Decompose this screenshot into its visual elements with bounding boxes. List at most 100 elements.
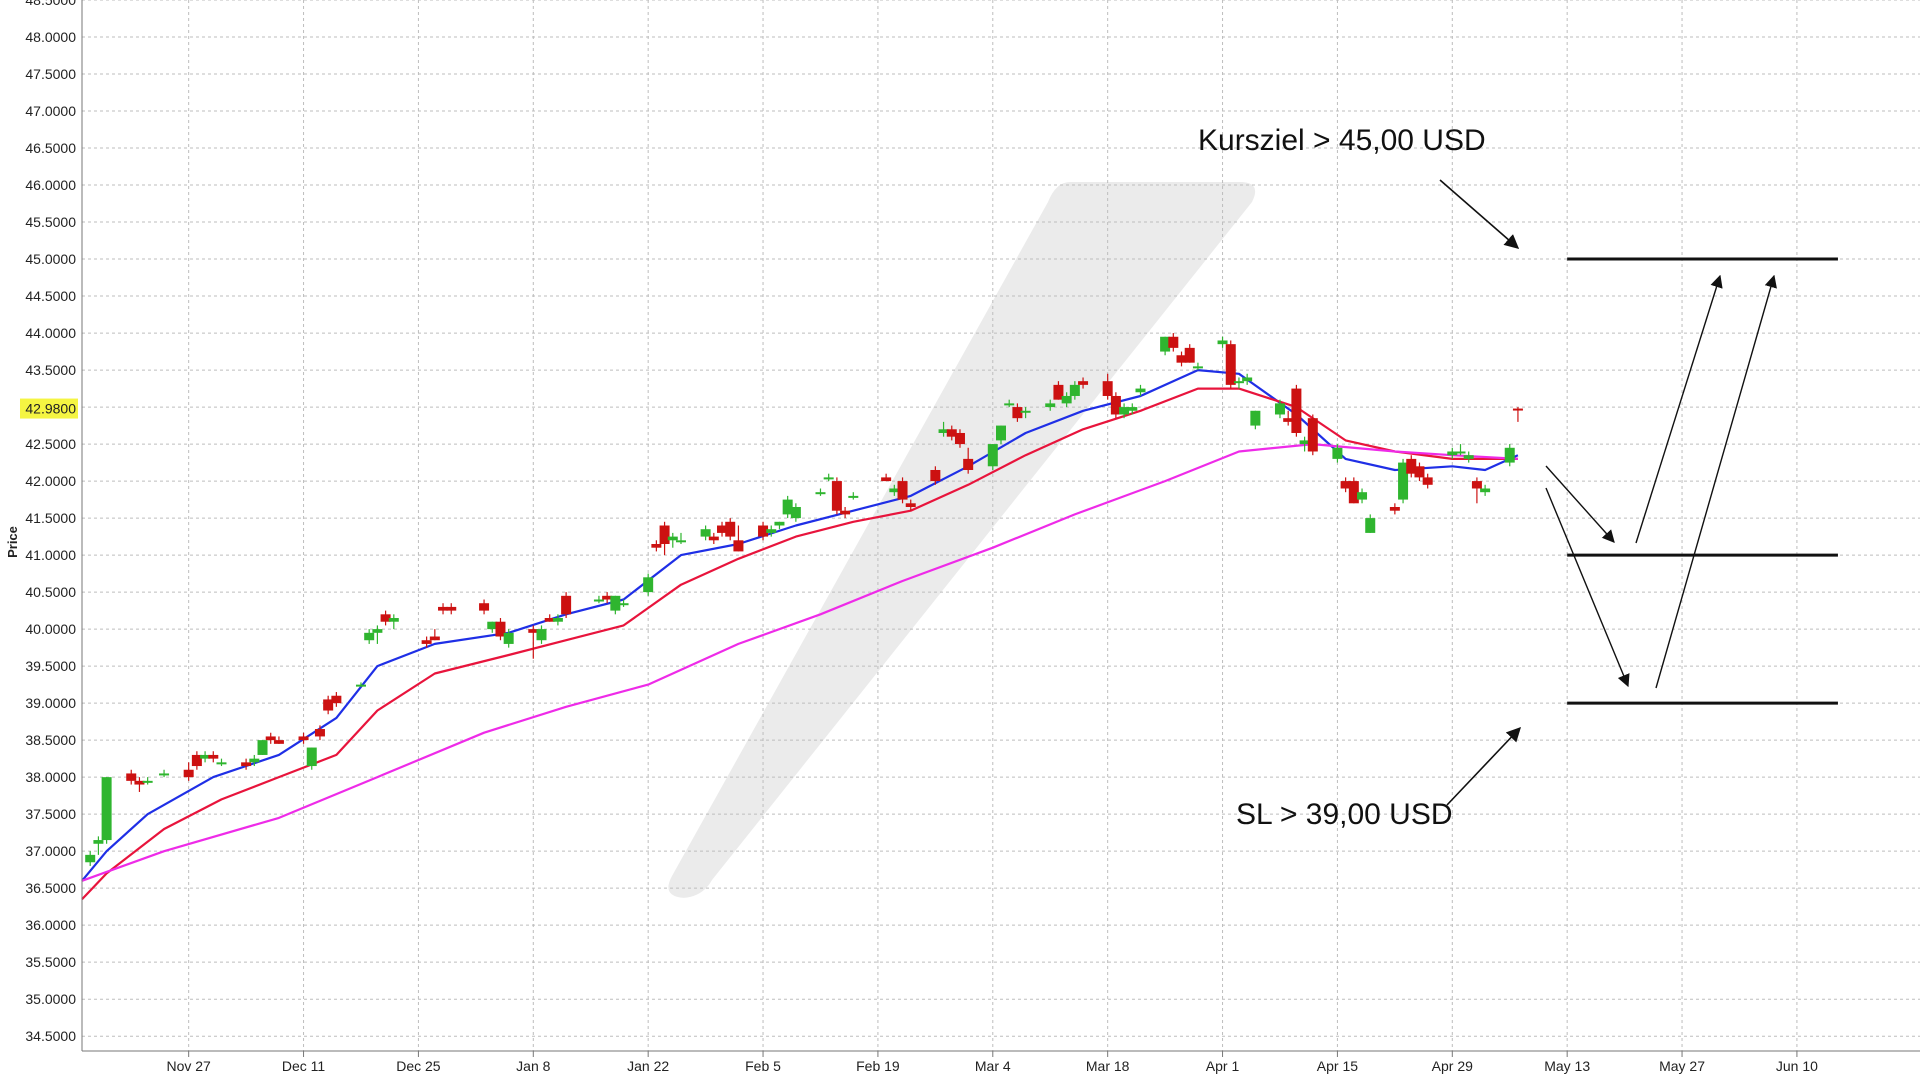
- candle-down: [881, 473, 892, 482]
- candle-body: [298, 736, 309, 741]
- candle-down: [840, 506, 851, 519]
- candle-body: [249, 758, 260, 763]
- candle-body: [1398, 462, 1409, 500]
- candle-down: [380, 610, 391, 626]
- candle-body: [273, 740, 284, 744]
- candle-body: [758, 525, 769, 537]
- candle-body: [479, 603, 490, 611]
- candle-body: [1168, 336, 1179, 348]
- candle-body: [1045, 403, 1056, 408]
- candle-body: [314, 729, 325, 737]
- candle-down: [758, 521, 769, 541]
- y-tick-label: 42.5000: [25, 436, 76, 452]
- y-tick-label: 45.0000: [25, 251, 76, 267]
- candle-down: [323, 695, 334, 715]
- candle-body: [1110, 395, 1121, 415]
- candle-body: [1061, 395, 1072, 404]
- candle-up: [306, 747, 317, 770]
- stop-loss-annotation: SL > 39,00 USD: [1236, 798, 1453, 831]
- candle-body: [1004, 403, 1015, 406]
- candle-down: [1110, 392, 1121, 419]
- y-tick-label: 48.5000: [25, 0, 76, 8]
- candle-body: [126, 773, 137, 781]
- candle-up: [216, 758, 227, 767]
- candle-down: [528, 625, 539, 659]
- candle-body: [996, 425, 1006, 441]
- candle-body: [1127, 407, 1138, 411]
- candle-body: [905, 503, 916, 507]
- candle-up: [610, 595, 621, 615]
- candle-body: [306, 747, 317, 767]
- candle-body: [1365, 518, 1376, 533]
- y-tick-label: 47.0000: [25, 103, 76, 119]
- candle-up: [1119, 403, 1130, 419]
- candle-body: [544, 618, 555, 622]
- candle-body: [216, 762, 227, 765]
- candle-body: [200, 754, 211, 759]
- candle-body: [1250, 410, 1261, 426]
- y-tick-labels: 48.5000 48.0000 47.5000 47.0000 46.5000 46.00…: [25, 0, 76, 1044]
- candle-up: [618, 599, 629, 607]
- x-tick-label: Jan 8: [516, 1058, 550, 1074]
- y-tick-label: 46.0000: [25, 177, 76, 193]
- candle-up: [593, 595, 604, 604]
- candle-body: [1184, 347, 1195, 363]
- candle-body: [1455, 451, 1466, 454]
- candle-body: [946, 429, 957, 437]
- arrow-up-from-41: [1635, 274, 1723, 544]
- candle-down: [331, 692, 342, 707]
- x-tick-label: Mar 4: [975, 1058, 1011, 1074]
- candle-up: [667, 532, 678, 548]
- candle-body: [1078, 381, 1089, 385]
- arrow-to-stop-level: [1446, 726, 1521, 806]
- y-tick-label: 38.5000: [25, 732, 76, 748]
- candle-body: [848, 495, 859, 498]
- candle-down: [717, 521, 728, 537]
- candle-up: [1480, 484, 1491, 496]
- candle-body: [1012, 407, 1023, 419]
- axes: [81, 0, 1920, 1052]
- candle-up: [159, 769, 170, 778]
- candle-up: [1274, 399, 1285, 419]
- candle-body: [1512, 408, 1523, 411]
- candle-up: [1160, 336, 1171, 356]
- y-tick-label: 37.5000: [25, 806, 76, 822]
- candle-body: [142, 780, 153, 783]
- candle-down: [183, 762, 194, 781]
- target-annotation: Kursziel > 45,00 USD: [1198, 124, 1486, 157]
- candle-body: [643, 577, 654, 593]
- candle-down: [1283, 410, 1294, 426]
- candle-body: [774, 521, 785, 526]
- candle-body: [651, 544, 662, 548]
- candle-body: [1217, 340, 1228, 345]
- candle-down: [725, 518, 736, 541]
- moving-average-line-1: [81, 369, 1519, 882]
- candle-body: [208, 754, 219, 759]
- candle-body: [561, 595, 572, 615]
- moving-average-line-3: [81, 443, 1518, 882]
- candle-body: [364, 632, 375, 641]
- candle-body: [782, 499, 793, 515]
- x-tick-label: Apr 15: [1317, 1058, 1358, 1074]
- candle-up: [257, 740, 268, 755]
- candle-down: [438, 603, 449, 615]
- candle-up: [815, 488, 826, 496]
- y-tick-label: 35.0000: [25, 991, 76, 1007]
- candle-body: [1135, 388, 1146, 393]
- candle-up: [1135, 384, 1146, 396]
- candle-body: [183, 769, 194, 778]
- candle-body: [446, 606, 457, 611]
- candle-body: [1233, 381, 1244, 384]
- candle-body: [1299, 440, 1310, 445]
- candle-up: [987, 444, 998, 470]
- candle-up: [1463, 451, 1474, 463]
- candle-body: [667, 536, 678, 541]
- candle-body: [954, 432, 965, 445]
- candle-up: [766, 525, 777, 537]
- candles: [85, 333, 1523, 866]
- candle-up: [388, 614, 399, 630]
- candle-up: [1365, 514, 1376, 533]
- candle-body: [503, 632, 514, 644]
- candle-body: [93, 840, 104, 844]
- candle-down: [905, 499, 916, 511]
